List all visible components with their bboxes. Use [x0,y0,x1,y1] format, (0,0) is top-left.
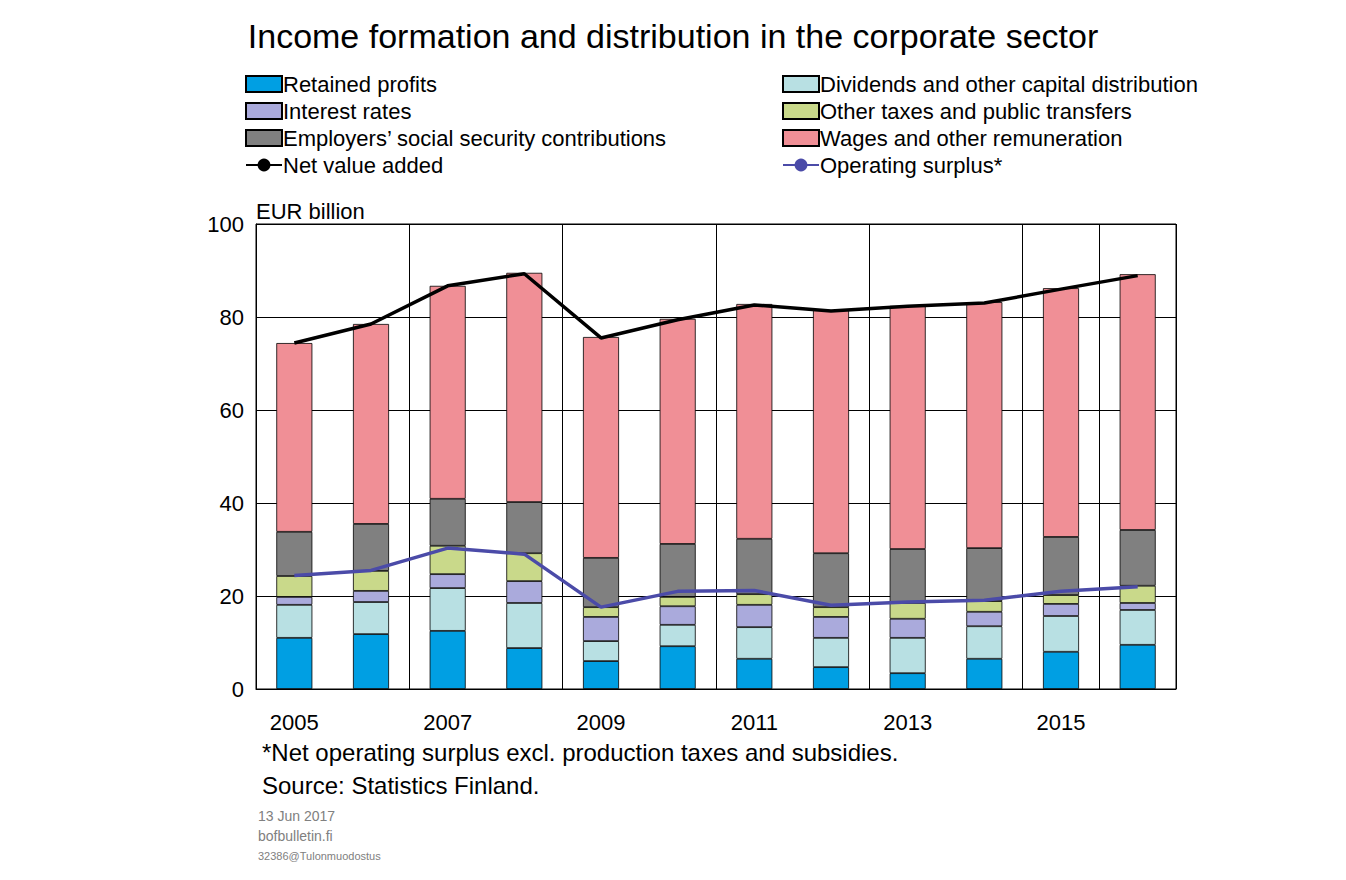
svg-text:2009: 2009 [577,710,626,735]
svg-text:*Net operating surplus excl. p: *Net operating surplus excl. production … [262,739,898,766]
svg-text:13 Jun 2017: 13 Jun 2017 [258,808,335,824]
svg-text:Source: Statistics Finland.: Source: Statistics Finland. [262,772,539,799]
svg-text:Income formation and distribut: Income formation and distribution in the… [248,17,1098,55]
svg-text:2013: 2013 [883,710,932,735]
svg-text:Net value added: Net value added [283,153,443,178]
svg-text:2015: 2015 [1037,710,1086,735]
svg-text:80: 80 [220,305,244,330]
svg-text:2007: 2007 [423,710,472,735]
svg-text:40: 40 [220,491,244,516]
svg-text:2011: 2011 [731,710,778,735]
svg-text:100: 100 [207,212,244,237]
svg-text:Operating surplus*: Operating surplus* [820,153,1003,178]
svg-text:20: 20 [220,584,244,609]
svg-text:32386@Tulonmuodostus: 32386@Tulonmuodostus [258,850,381,862]
svg-text:Retained profits: Retained profits [283,72,437,97]
svg-text:Employers’ social security con: Employers’ social security contributions [283,126,666,151]
svg-text:Other taxes and public transfe: Other taxes and public transfers [820,99,1132,124]
svg-text:Wages and other remuneration: Wages and other remuneration [820,126,1122,151]
svg-text:bofbulletin.fi: bofbulletin.fi [258,828,333,844]
svg-text:Interest rates: Interest rates [283,99,411,124]
svg-text:60: 60 [220,398,244,423]
svg-text:EUR billion: EUR billion [256,199,365,224]
svg-text:2005: 2005 [270,710,319,735]
svg-text:Dividends and other capital di: Dividends and other capital distribution [820,72,1198,97]
svg-text:0: 0 [232,677,244,702]
